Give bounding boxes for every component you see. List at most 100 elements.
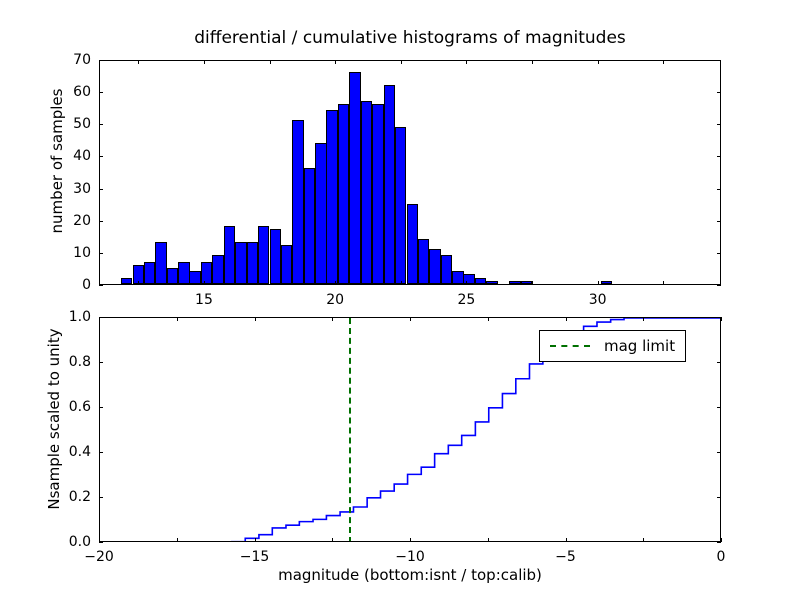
- y-tick-label: 0: [82, 277, 91, 293]
- y-tick: [717, 156, 721, 158]
- histogram-bar: [132, 264, 144, 284]
- histogram-bar: [383, 84, 396, 284]
- histogram-bar: [600, 280, 613, 284]
- x-tick-minor: [138, 281, 140, 285]
- histogram-bar: [406, 203, 418, 284]
- x-tick: [254, 538, 256, 542]
- y-tick: [717, 362, 721, 363]
- x-tick-minor: [532, 281, 534, 285]
- y-tick: [717, 60, 721, 61]
- y-tick: [717, 188, 721, 190]
- histogram-bar: [326, 110, 338, 284]
- x-tick: [99, 317, 100, 321]
- x-tick-label: 15: [195, 292, 213, 308]
- histogram-bar: [475, 277, 487, 284]
- y-tick: [717, 252, 721, 254]
- histogram-bar: [246, 242, 259, 284]
- x-tick-label: −5: [555, 549, 576, 565]
- x-tick-label: −20: [84, 549, 114, 565]
- differential-histogram-axes: [99, 60, 721, 285]
- y-tick: [99, 220, 103, 222]
- y-tick-label: 1.0: [68, 309, 91, 325]
- y-tick-label: 30: [73, 180, 91, 197]
- differential-histogram-plot: [100, 61, 720, 284]
- histogram-bar: [463, 274, 475, 284]
- y-tick: [99, 497, 103, 498]
- histogram-bar: [166, 267, 179, 284]
- x-tick: [203, 281, 205, 285]
- histogram-bar: [360, 100, 373, 284]
- x-tick-minor: [269, 60, 271, 64]
- x-tick: [335, 60, 337, 64]
- x-tick-minor: [176, 538, 178, 542]
- histogram-bar: [440, 255, 453, 284]
- x-tick: [721, 538, 722, 542]
- x-tick: [410, 538, 411, 542]
- x-tick-label: 30: [588, 292, 607, 308]
- y-tick: [99, 542, 103, 543]
- y-tick: [99, 156, 103, 158]
- figure-title: differential / cumulative histograms of …: [194, 28, 626, 48]
- histogram-bar: [201, 261, 213, 284]
- histogram-bar: [143, 261, 156, 284]
- x-tick: [466, 281, 468, 285]
- x-tick: [565, 317, 567, 321]
- y-tick: [717, 317, 721, 318]
- histogram-bar: [394, 126, 407, 284]
- histogram-bar: [178, 261, 190, 284]
- y-tick: [717, 452, 721, 453]
- y-tick: [717, 497, 721, 498]
- histogram-bar: [338, 104, 350, 284]
- x-tick: [203, 60, 205, 64]
- y-tick: [717, 92, 721, 94]
- x-tick: [721, 317, 722, 321]
- x-tick-minor: [332, 317, 334, 321]
- y-tick-label: 0.4: [68, 444, 91, 460]
- y-tick-label: 60: [73, 84, 91, 101]
- y-tick: [99, 188, 103, 190]
- y-tick-label: 0.6: [68, 399, 91, 415]
- x-tick-minor: [663, 60, 665, 64]
- x-tick: [254, 317, 256, 321]
- x-tick: [335, 281, 337, 285]
- x-tick-minor: [138, 60, 140, 64]
- y-tick: [99, 362, 103, 363]
- histogram-bar: [155, 242, 167, 284]
- histogram-bar: [452, 271, 464, 284]
- y-tick: [717, 285, 721, 286]
- x-tick-minor: [487, 317, 489, 321]
- histogram-bar: [315, 142, 327, 284]
- x-tick-minor: [663, 281, 665, 285]
- y-tick-label: 10: [73, 244, 91, 261]
- histogram-bar: [417, 239, 430, 284]
- histogram-bar: [120, 277, 133, 284]
- y-tick: [99, 252, 103, 254]
- x-tick-minor: [532, 60, 534, 64]
- y-tick-label: 40: [73, 148, 91, 165]
- x-tick: [597, 60, 599, 64]
- x-tick: [597, 281, 599, 285]
- histogram-bar: [349, 71, 361, 284]
- mag-limit-line-swatch: [550, 345, 590, 347]
- x-tick-minor: [487, 538, 489, 542]
- y-tick: [717, 124, 721, 126]
- histogram-bar: [292, 120, 304, 284]
- x-tick-label: −15: [239, 549, 270, 565]
- y-tick: [99, 317, 103, 318]
- y-tick: [99, 452, 103, 453]
- histogram-bar: [280, 245, 293, 284]
- y-tick-label: 0.8: [68, 354, 91, 370]
- y-tick-label: 0.2: [68, 489, 91, 505]
- mag-limit-vline: [348, 318, 351, 541]
- histogram-bar: [257, 226, 270, 284]
- x-tick: [410, 317, 411, 321]
- histogram-bar: [269, 229, 281, 284]
- y-tick-label: 50: [73, 116, 91, 133]
- y-tick: [99, 285, 103, 286]
- y-tick: [717, 220, 721, 222]
- x-tick-minor: [400, 60, 402, 64]
- x-tick: [565, 538, 567, 542]
- x-tick-label: 20: [326, 292, 345, 308]
- histogram-bar: [303, 168, 316, 284]
